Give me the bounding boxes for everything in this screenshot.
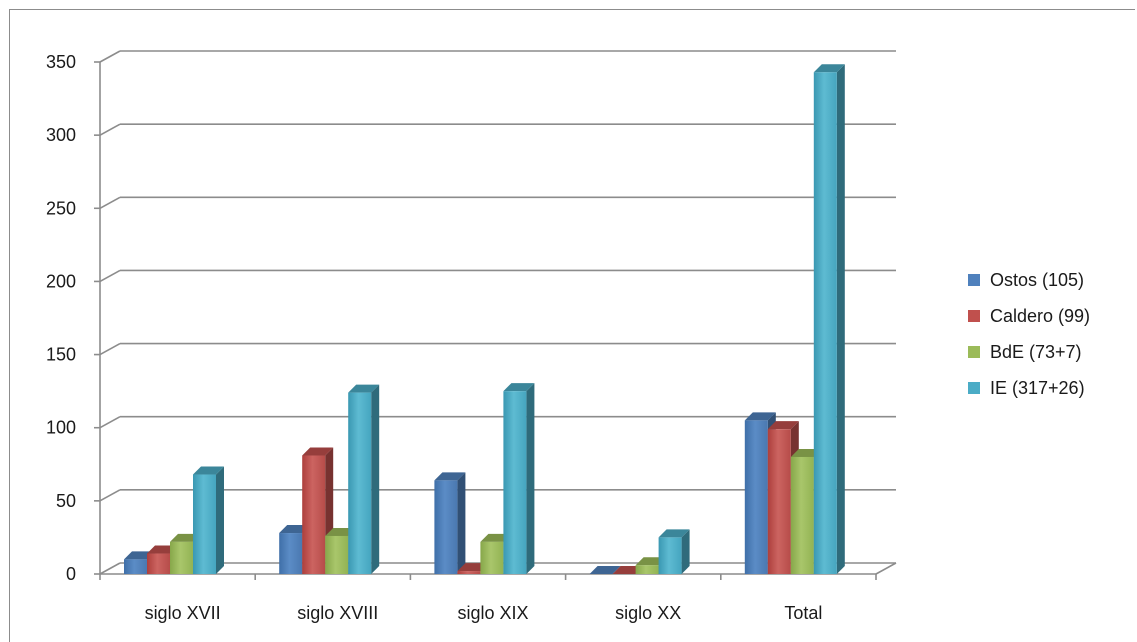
legend-item: Ostos (105): [968, 270, 1084, 290]
x-tick-label: siglo XVII: [145, 603, 221, 623]
legend-swatch: [968, 382, 980, 394]
gridline: [99, 50, 896, 63]
gridline: [99, 269, 896, 283]
gridline: [99, 123, 896, 136]
legend-label: BdE (73+7): [990, 342, 1082, 362]
legend-item: Caldero (99): [968, 306, 1090, 326]
gridline: [99, 196, 896, 209]
tick-labels: 0 50 100 150 200 250 300 350 siglo XVII siglo XVI…: [46, 52, 822, 623]
bar: [348, 384, 380, 574]
legend-swatch: [968, 346, 980, 358]
y-tick-label: 350: [46, 52, 76, 72]
legend-item: BdE (73+7): [968, 342, 1082, 362]
legend-label: Ostos (105): [990, 270, 1084, 290]
y-tick-label: 0: [66, 564, 76, 584]
y-tick-label: 300: [46, 125, 76, 145]
bar: [193, 466, 224, 574]
x-tick-label: siglo XX: [615, 603, 681, 623]
y-tick-label: 100: [46, 418, 76, 438]
x-tick-label: Total: [784, 603, 822, 623]
chart-frame: [9, 9, 1135, 642]
bar: [813, 64, 845, 575]
y-tick-label: 200: [46, 271, 76, 291]
legend: Ostos (105) Caldero (99) BdE (73+7) IE (317…: [968, 270, 1090, 398]
floor-edge: [875, 562, 897, 575]
legend-item: IE (317+26): [968, 378, 1085, 398]
legend-swatch: [968, 310, 980, 322]
bar: [658, 529, 690, 574]
legend-label: IE (317+26): [990, 378, 1085, 398]
y-tick-label: 250: [46, 198, 76, 218]
legend-label: Caldero (99): [990, 306, 1090, 326]
x-tick-label: siglo XIX: [457, 603, 528, 623]
bar: [503, 383, 535, 574]
bars: [124, 64, 845, 575]
bar: [589, 566, 621, 574]
bar: [434, 472, 466, 574]
y-tick-label: 50: [56, 491, 76, 511]
legend-swatch: [968, 274, 980, 286]
gridline: [99, 342, 896, 356]
x-tick-label: siglo XVIII: [297, 603, 378, 623]
y-tick-label: 150: [46, 345, 76, 365]
